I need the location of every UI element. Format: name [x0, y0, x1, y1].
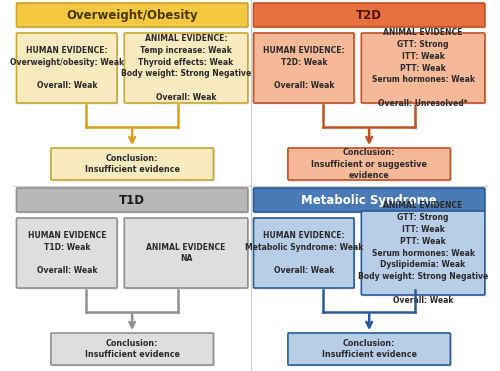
FancyBboxPatch shape: [18, 35, 118, 105]
FancyBboxPatch shape: [124, 33, 248, 103]
Text: ANIMAL EVIDENCE:
Temp increase: Weak
Thyroid effects: Weak
Body weight: Strong N: ANIMAL EVIDENCE: Temp increase: Weak Thy…: [121, 34, 251, 102]
FancyBboxPatch shape: [254, 3, 485, 27]
Text: Conclusion:
Insufficient evidence: Conclusion: Insufficient evidence: [322, 339, 416, 359]
FancyBboxPatch shape: [255, 190, 486, 213]
FancyBboxPatch shape: [126, 35, 249, 105]
FancyBboxPatch shape: [18, 190, 249, 213]
FancyBboxPatch shape: [16, 188, 248, 212]
Text: T2D: T2D: [356, 9, 382, 22]
FancyBboxPatch shape: [255, 220, 356, 289]
FancyBboxPatch shape: [16, 218, 117, 288]
FancyBboxPatch shape: [18, 220, 118, 289]
FancyBboxPatch shape: [51, 148, 214, 180]
FancyBboxPatch shape: [52, 335, 215, 367]
FancyBboxPatch shape: [16, 33, 117, 103]
FancyBboxPatch shape: [16, 3, 248, 27]
FancyBboxPatch shape: [290, 335, 452, 367]
FancyBboxPatch shape: [255, 35, 356, 105]
FancyBboxPatch shape: [126, 220, 249, 289]
Text: T1D: T1D: [119, 194, 145, 207]
Text: Conclusion:
Insufficient or suggestive
evidence: Conclusion: Insufficient or suggestive e…: [311, 148, 427, 180]
FancyBboxPatch shape: [18, 4, 249, 29]
Text: Metabolic Syndrome: Metabolic Syndrome: [302, 194, 437, 207]
Text: Conclusion:
Insufficient evidence: Conclusion: Insufficient evidence: [84, 339, 180, 359]
Text: Conclusion:
Insufficient evidence: Conclusion: Insufficient evidence: [84, 154, 180, 174]
Text: ANIMAL EVIDENCE
GTT: Strong
ITT: Weak
PTT: Weak
Serum hormones: Weak

Overall: U: ANIMAL EVIDENCE GTT: Strong ITT: Weak PT…: [372, 28, 474, 108]
Text: ANIMAL EVIDENCE
NA: ANIMAL EVIDENCE NA: [146, 243, 226, 263]
FancyBboxPatch shape: [254, 188, 485, 212]
Text: ANIMAL EVIDENCE
GTT: Strong
ITT: Weak
PTT: Weak
Serum hormones: Weak
Dyslipidemi: ANIMAL EVIDENCE GTT: Strong ITT: Weak PT…: [358, 201, 488, 305]
FancyBboxPatch shape: [363, 35, 486, 105]
Text: HUMAN EVIDENCE
T1D: Weak

Overall: Weak: HUMAN EVIDENCE T1D: Weak Overall: Weak: [28, 231, 106, 275]
FancyBboxPatch shape: [255, 4, 486, 29]
FancyBboxPatch shape: [51, 333, 214, 365]
Text: HUMAN EVIDENCE:
Metabolic Syndrome: Weak

Overall: Weak: HUMAN EVIDENCE: Metabolic Syndrome: Weak…: [244, 231, 363, 275]
Text: HUMAN EVIDENCE:
Overweight/obesity: Weak

Overall: Weak: HUMAN EVIDENCE: Overweight/obesity: Weak…: [10, 46, 124, 90]
FancyBboxPatch shape: [52, 150, 215, 181]
Text: Overweight/Obesity: Overweight/Obesity: [66, 9, 198, 22]
FancyBboxPatch shape: [254, 218, 354, 288]
FancyBboxPatch shape: [124, 218, 248, 288]
FancyBboxPatch shape: [363, 213, 486, 296]
FancyBboxPatch shape: [254, 33, 354, 103]
FancyBboxPatch shape: [362, 33, 485, 103]
FancyBboxPatch shape: [288, 148, 450, 180]
FancyBboxPatch shape: [288, 333, 450, 365]
Text: HUMAN EVIDENCE:
T2D: Weak

Overall: Weak: HUMAN EVIDENCE: T2D: Weak Overall: Weak: [263, 46, 344, 90]
FancyBboxPatch shape: [362, 211, 485, 295]
FancyBboxPatch shape: [290, 150, 452, 181]
